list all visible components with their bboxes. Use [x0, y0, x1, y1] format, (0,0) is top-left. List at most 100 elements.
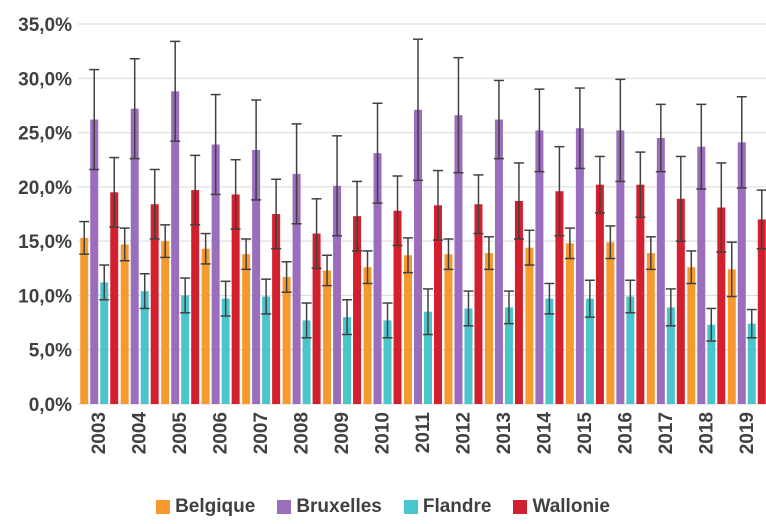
bar-wallonie — [231, 194, 240, 404]
bar-belgique — [646, 253, 655, 404]
bar-wallonie — [191, 190, 200, 404]
y-tick-label: 25,0% — [18, 124, 72, 145]
bars — [79, 38, 766, 405]
bar-belgique — [444, 254, 453, 404]
bar-bruxelles — [171, 91, 180, 405]
bar-flandre — [585, 298, 594, 404]
legend-swatch — [403, 500, 418, 514]
x-tick-label: 2012 — [453, 412, 474, 454]
bar-flandre — [464, 308, 473, 404]
x-tick-label: 2006 — [211, 412, 232, 454]
bar-flandre — [181, 295, 190, 404]
bar-bruxelles — [535, 130, 544, 404]
bar-bruxelles — [252, 149, 261, 404]
bar-wallonie — [272, 214, 281, 404]
bar-bruxelles — [130, 108, 139, 404]
bar-flandre — [626, 296, 635, 404]
bar-wallonie — [555, 191, 564, 404]
bar-belgique — [727, 269, 736, 404]
bar-wallonie — [595, 184, 604, 404]
bar-bruxelles — [333, 185, 342, 404]
y-tick-label: 0,0% — [29, 395, 72, 416]
bar-bruxelles — [414, 109, 422, 405]
bar-belgique — [242, 254, 251, 404]
bar-belgique — [525, 247, 534, 404]
legend-label: Wallonie — [532, 496, 610, 517]
bar-bruxelles — [373, 153, 382, 404]
bar-wallonie — [474, 204, 483, 404]
y-tick-label: 15,0% — [18, 232, 72, 253]
x-tick-label: 2004 — [130, 412, 151, 455]
bar-bruxelles — [575, 128, 584, 404]
bar-bruxelles — [737, 142, 746, 405]
legend-item-bruxelles: Bruxelles — [277, 496, 382, 518]
bar-belgique — [606, 242, 615, 404]
x-tick-label: 2007 — [251, 412, 272, 454]
x-tick-label: 2017 — [656, 412, 677, 454]
bar-bruxelles — [90, 119, 99, 405]
legend-swatch — [277, 500, 292, 514]
legend: Belgique Bruxelles Flandre Wallonie — [0, 496, 766, 518]
x-axis: 2003 2004 2005 2006 2007 2008 2009 2010 2011 2012… — [89, 412, 758, 455]
bar-flandre — [545, 298, 554, 404]
chart: 0,0% 5,0% 10,0% 15,0% 20,0% 25,0% 30,0% 35,0% 2… — [18, 15, 766, 455]
x-tick-label: 2015 — [575, 412, 596, 455]
bar-belgique — [323, 270, 332, 404]
bar-wallonie — [110, 192, 119, 404]
bar-bruxelles — [454, 115, 463, 404]
bar-wallonie — [636, 184, 645, 404]
bar-belgique — [687, 267, 696, 404]
bar-wallonie — [150, 204, 159, 404]
bar-flandre — [221, 298, 230, 404]
bar-flandre — [707, 324, 716, 404]
y-tick-label: 5,0% — [29, 341, 72, 362]
bar-bruxelles — [211, 144, 220, 404]
bar-wallonie — [717, 207, 726, 404]
bar-belgique — [120, 244, 129, 404]
bar-bruxelles — [656, 138, 665, 404]
bar-flandre — [100, 282, 109, 404]
bar-bruxelles — [616, 130, 625, 404]
x-tick-label: 2003 — [89, 412, 110, 454]
bar-flandre — [504, 307, 513, 404]
bar-belgique — [565, 243, 574, 404]
bar-wallonie — [312, 233, 321, 404]
legend-swatch — [156, 500, 171, 514]
bar-belgique — [161, 241, 170, 404]
bar-bruxelles — [292, 173, 301, 404]
x-tick-label: 2018 — [696, 412, 717, 454]
y-tick-label: 10,0% — [18, 286, 72, 307]
bar-belgique — [404, 255, 412, 404]
x-tick-label: 2016 — [615, 412, 636, 454]
bar-flandre — [343, 317, 352, 404]
bar-belgique — [201, 248, 210, 404]
x-tick-label: 2019 — [737, 412, 758, 454]
legend-swatch — [513, 500, 528, 514]
x-tick-label: 2014 — [534, 412, 555, 455]
y-axis: 0,0% 5,0% 10,0% 15,0% 20,0% 25,0% 30,0% 35,0% — [18, 15, 72, 416]
legend-item-wallonie: Wallonie — [513, 496, 610, 518]
bar-flandre — [383, 320, 392, 404]
bar-bruxelles — [697, 146, 706, 404]
y-tick-label: 30,0% — [18, 69, 72, 90]
x-tick-label: 2011 — [413, 412, 434, 454]
bar-wallonie — [757, 219, 766, 404]
bar-wallonie — [434, 205, 442, 404]
x-tick-label: 2010 — [373, 412, 394, 454]
x-tick-label: 2008 — [292, 412, 313, 454]
bar-flandre — [666, 307, 675, 404]
y-tick-label: 35,0% — [18, 15, 72, 36]
y-tick-label: 20,0% — [18, 178, 72, 199]
bar-belgique — [363, 267, 372, 404]
bar-belgique — [282, 276, 291, 404]
legend-label: Flandre — [422, 496, 492, 517]
bar-wallonie — [353, 216, 362, 404]
bar-flandre — [262, 296, 271, 404]
legend-label: Bruxelles — [296, 496, 382, 517]
bar-wallonie — [676, 198, 685, 404]
bar-flandre — [302, 320, 311, 404]
bar-wallonie — [393, 210, 402, 404]
bar-flandre — [424, 311, 432, 404]
legend-item-flandre: Flandre — [403, 496, 492, 518]
bar-wallonie — [514, 200, 523, 404]
